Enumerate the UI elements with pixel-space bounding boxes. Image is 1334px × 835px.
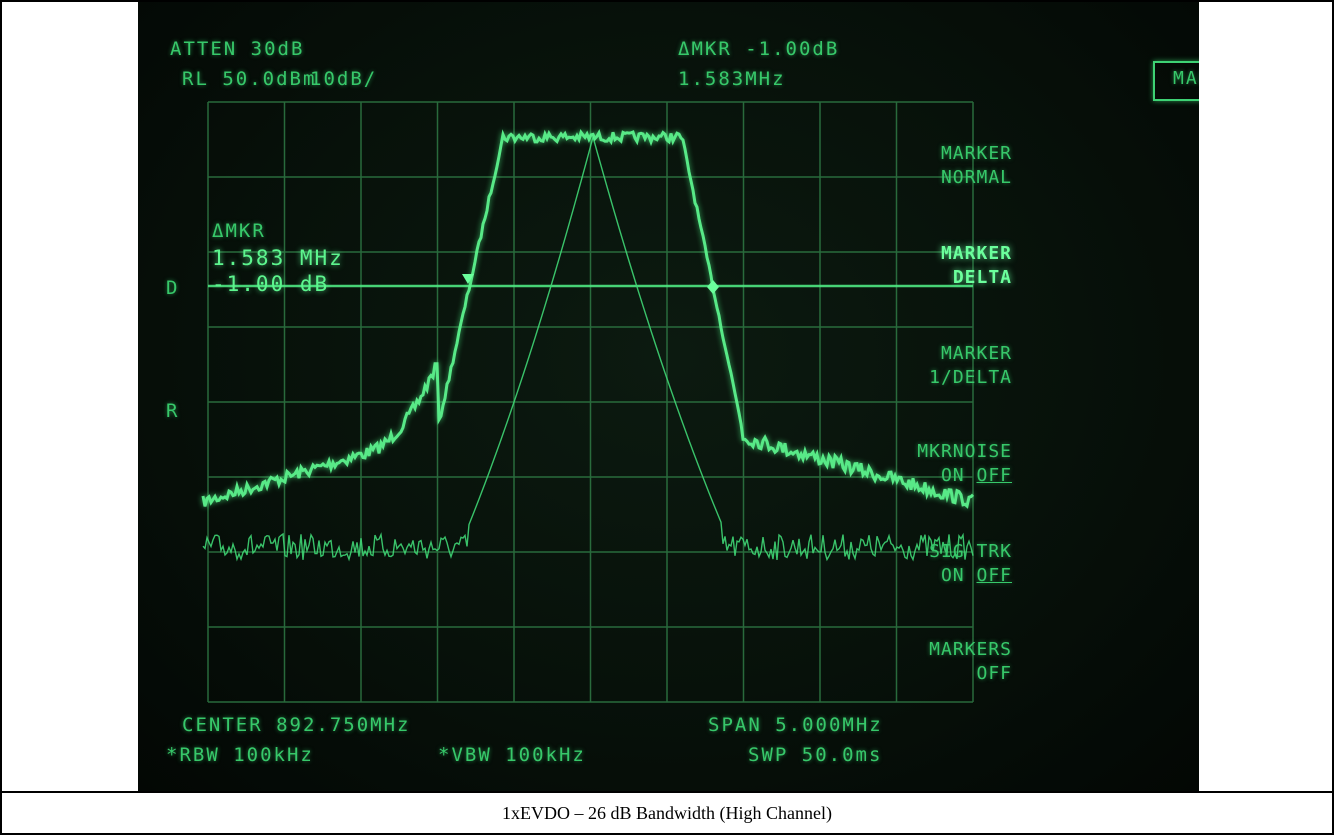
softkey-marker-normal[interactable]: MARKER NORMAL — [941, 142, 1012, 190]
option-on: ON — [940, 465, 977, 486]
vbw-readout: *VBW 100kHz — [438, 744, 586, 766]
caption-divider — [2, 791, 1332, 793]
softkey-sig-trk[interactable]: SIG TRK ON OFF — [929, 540, 1012, 588]
softkey-label-line1: MKRNOISE — [917, 441, 1012, 462]
softkey-label-line2: 1/DELTA — [929, 367, 1012, 388]
softkey-marker-delta[interactable]: MARKER DELTA — [941, 242, 1012, 290]
softkey-markers-off[interactable]: MARKERS OFF — [929, 638, 1012, 686]
narrow-signal-trace — [202, 134, 974, 562]
softkey-mkr-noise[interactable]: MKRNOISE ON OFF — [917, 440, 1012, 488]
marker-triangle-left — [462, 274, 474, 284]
spectrum-display — [201, 101, 975, 703]
figure-caption: 1xEVDO – 26 dB Bandwidth (High Channel) — [502, 803, 832, 823]
softkey-label-line2: DELTA — [952, 267, 1012, 288]
softkey-label-line2: OFF — [976, 663, 1012, 684]
scale-readout: 10dB/ — [310, 68, 378, 90]
ref-level-readout: RL 50.0dBm — [182, 68, 317, 90]
option-on: ON — [940, 565, 977, 586]
option-off-selected: OFF — [976, 565, 1012, 586]
softkey-label-line2: ON OFF — [917, 464, 1012, 488]
softkey-marker-1-delta[interactable]: MARKER 1/DELTA — [929, 342, 1012, 390]
softkey-label-line2: ON OFF — [929, 564, 1012, 588]
softkey-label-line2: NORMAL — [940, 167, 1012, 188]
softkey-label-line1: MARKERS — [929, 639, 1012, 660]
marker-readout-amp: -1.00 dB — [212, 272, 330, 296]
softkey-label-line1: SIG TRK — [929, 541, 1012, 562]
marker-readout-label: ΔMKR — [212, 220, 266, 242]
marker-readout-freq: 1.583 MHz — [212, 246, 344, 270]
marker-diamond-right — [707, 280, 719, 294]
delta-marker-freq-readout: 1.583MHz — [678, 68, 786, 90]
atten-readout: ATTEN 30dB — [170, 38, 305, 60]
sweep-readout: SWP 50.0ms — [748, 744, 883, 766]
evdo-signal-trace — [201, 128, 975, 509]
softkey-menu-title: MARKER — [1153, 61, 1199, 101]
option-off-selected: OFF — [976, 465, 1012, 486]
center-freq-readout: CENTER 892.750MHz — [182, 714, 411, 736]
softkey-label-line1: MARKER — [940, 243, 1012, 264]
softkey-menu-title-text: MARKER — [1173, 68, 1199, 89]
span-readout: SPAN 5.000MHz — [708, 714, 883, 736]
delta-marker-amp-readout: ΔMKR -1.00dB — [678, 38, 840, 60]
reference-label: R — [166, 400, 180, 422]
graticule-grid — [207, 101, 974, 703]
softkey-label-line1: MARKER — [940, 343, 1012, 364]
rbw-readout: *RBW 100kHz — [166, 744, 314, 766]
display-line-label: D — [166, 277, 180, 299]
softkey-label-line1: MARKER — [940, 143, 1012, 164]
spectrum-analyzer-screen: ATTEN 30dB RL 50.0dBm 10dB/ ΔMKR -1.00dB… — [138, 2, 1199, 791]
